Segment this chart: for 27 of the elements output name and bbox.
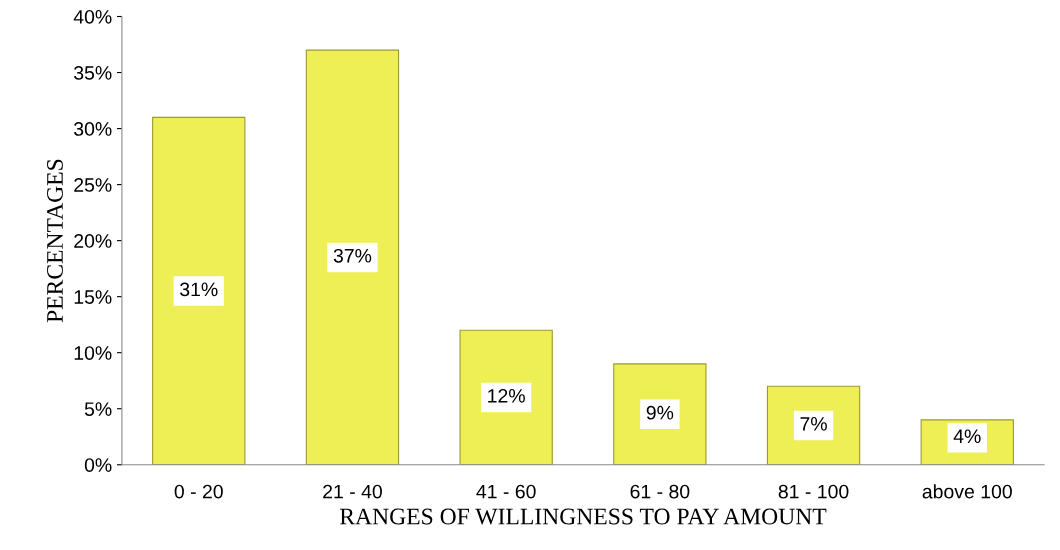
y-tick-label: 15% <box>74 290 112 304</box>
data-label: 9% <box>646 405 674 420</box>
x-tick-label: above 100 <box>922 484 1012 499</box>
x-tick-label: 61 - 80 <box>630 484 690 499</box>
y-tick-label: 30% <box>74 122 112 136</box>
x-tick-label: 0 - 20 <box>174 484 223 499</box>
bar <box>613 363 707 465</box>
y-tick-label: 0% <box>84 458 112 472</box>
bar <box>459 329 553 465</box>
y-tick-label: 5% <box>84 402 112 416</box>
data-label: 12% <box>488 388 525 403</box>
bar <box>152 116 246 465</box>
data-label: 37% <box>333 248 372 263</box>
y-tick-label: 40% <box>73 9 112 24</box>
y-tick-label: 10% <box>74 346 112 360</box>
y-tick-label: 20% <box>74 234 112 248</box>
x-tick-label: 21 - 40 <box>323 484 382 499</box>
x-tick-label: 41 - 60 <box>476 484 536 499</box>
data-label: 7% <box>800 417 827 431</box>
bar <box>305 49 400 465</box>
x-tick-label: 81 - 100 <box>778 484 849 499</box>
y-axis-title: PERCENTAGES <box>47 159 63 323</box>
y-tick-label: 25% <box>74 178 112 192</box>
data-label: 4% <box>953 429 981 443</box>
data-label: 31% <box>180 282 218 297</box>
x-axis-title: RANGES OF WILLINGNESS TO PAY AMOUNT <box>339 508 827 525</box>
y-tick-label: 35% <box>74 66 112 80</box>
